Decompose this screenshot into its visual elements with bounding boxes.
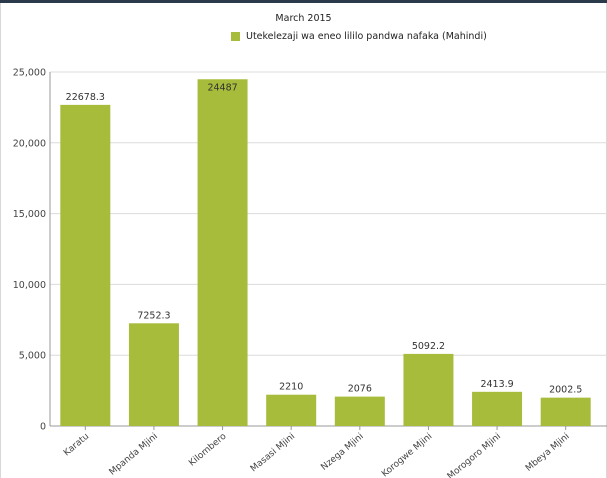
chart-legend[interactable]: Utekelezaji wa eneo lililo pandwa nafaka… <box>231 31 487 42</box>
x-tick-label: Mbeya Mjini <box>524 432 572 474</box>
y-tick-label: 20,000 <box>13 138 46 149</box>
legend-label: Utekelezaji wa eneo lililo pandwa nafaka… <box>246 31 487 42</box>
x-tick-label: Morogoro Mjini <box>446 432 503 478</box>
x-tick-label: Korogwe Mjini <box>380 432 434 478</box>
data-label: 24487 <box>207 82 237 93</box>
x-tick-label: Nzega Mjini <box>319 432 365 473</box>
y-tick-label: 10,000 <box>13 280 46 291</box>
window-left-border <box>0 3 1 478</box>
x-tick-label: Masasi Mjini <box>249 432 297 475</box>
data-label: 5092.2 <box>412 341 445 352</box>
data-label: 7252.3 <box>137 310 170 321</box>
bar[interactable] <box>128 323 179 426</box>
bar[interactable] <box>472 391 523 426</box>
chart-title: March 2015 <box>275 13 332 24</box>
bar[interactable] <box>334 396 385 426</box>
x-tick-label: Kilombero <box>187 431 229 468</box>
bar[interactable] <box>403 353 454 426</box>
bar[interactable] <box>60 104 111 426</box>
bar[interactable] <box>266 394 317 426</box>
window-top-border <box>0 0 607 3</box>
data-label: 2413.9 <box>480 379 513 390</box>
y-tick-label: 0 <box>40 422 46 433</box>
x-tick-label: Karatu <box>62 432 91 459</box>
y-tick-label: 5,000 <box>19 351 46 362</box>
y-tick-label: 15,000 <box>13 209 46 220</box>
data-label: 22678.3 <box>66 92 105 103</box>
x-tick-label: Mpanda Mjini <box>108 432 160 478</box>
data-label: 2210 <box>279 382 303 393</box>
data-label: 2076 <box>348 384 372 395</box>
bar[interactable] <box>540 397 591 426</box>
bar[interactable] <box>197 79 248 427</box>
legend-swatch <box>231 32 240 41</box>
data-label: 2002.5 <box>549 385 582 396</box>
y-tick-label: 25,000 <box>13 68 46 79</box>
